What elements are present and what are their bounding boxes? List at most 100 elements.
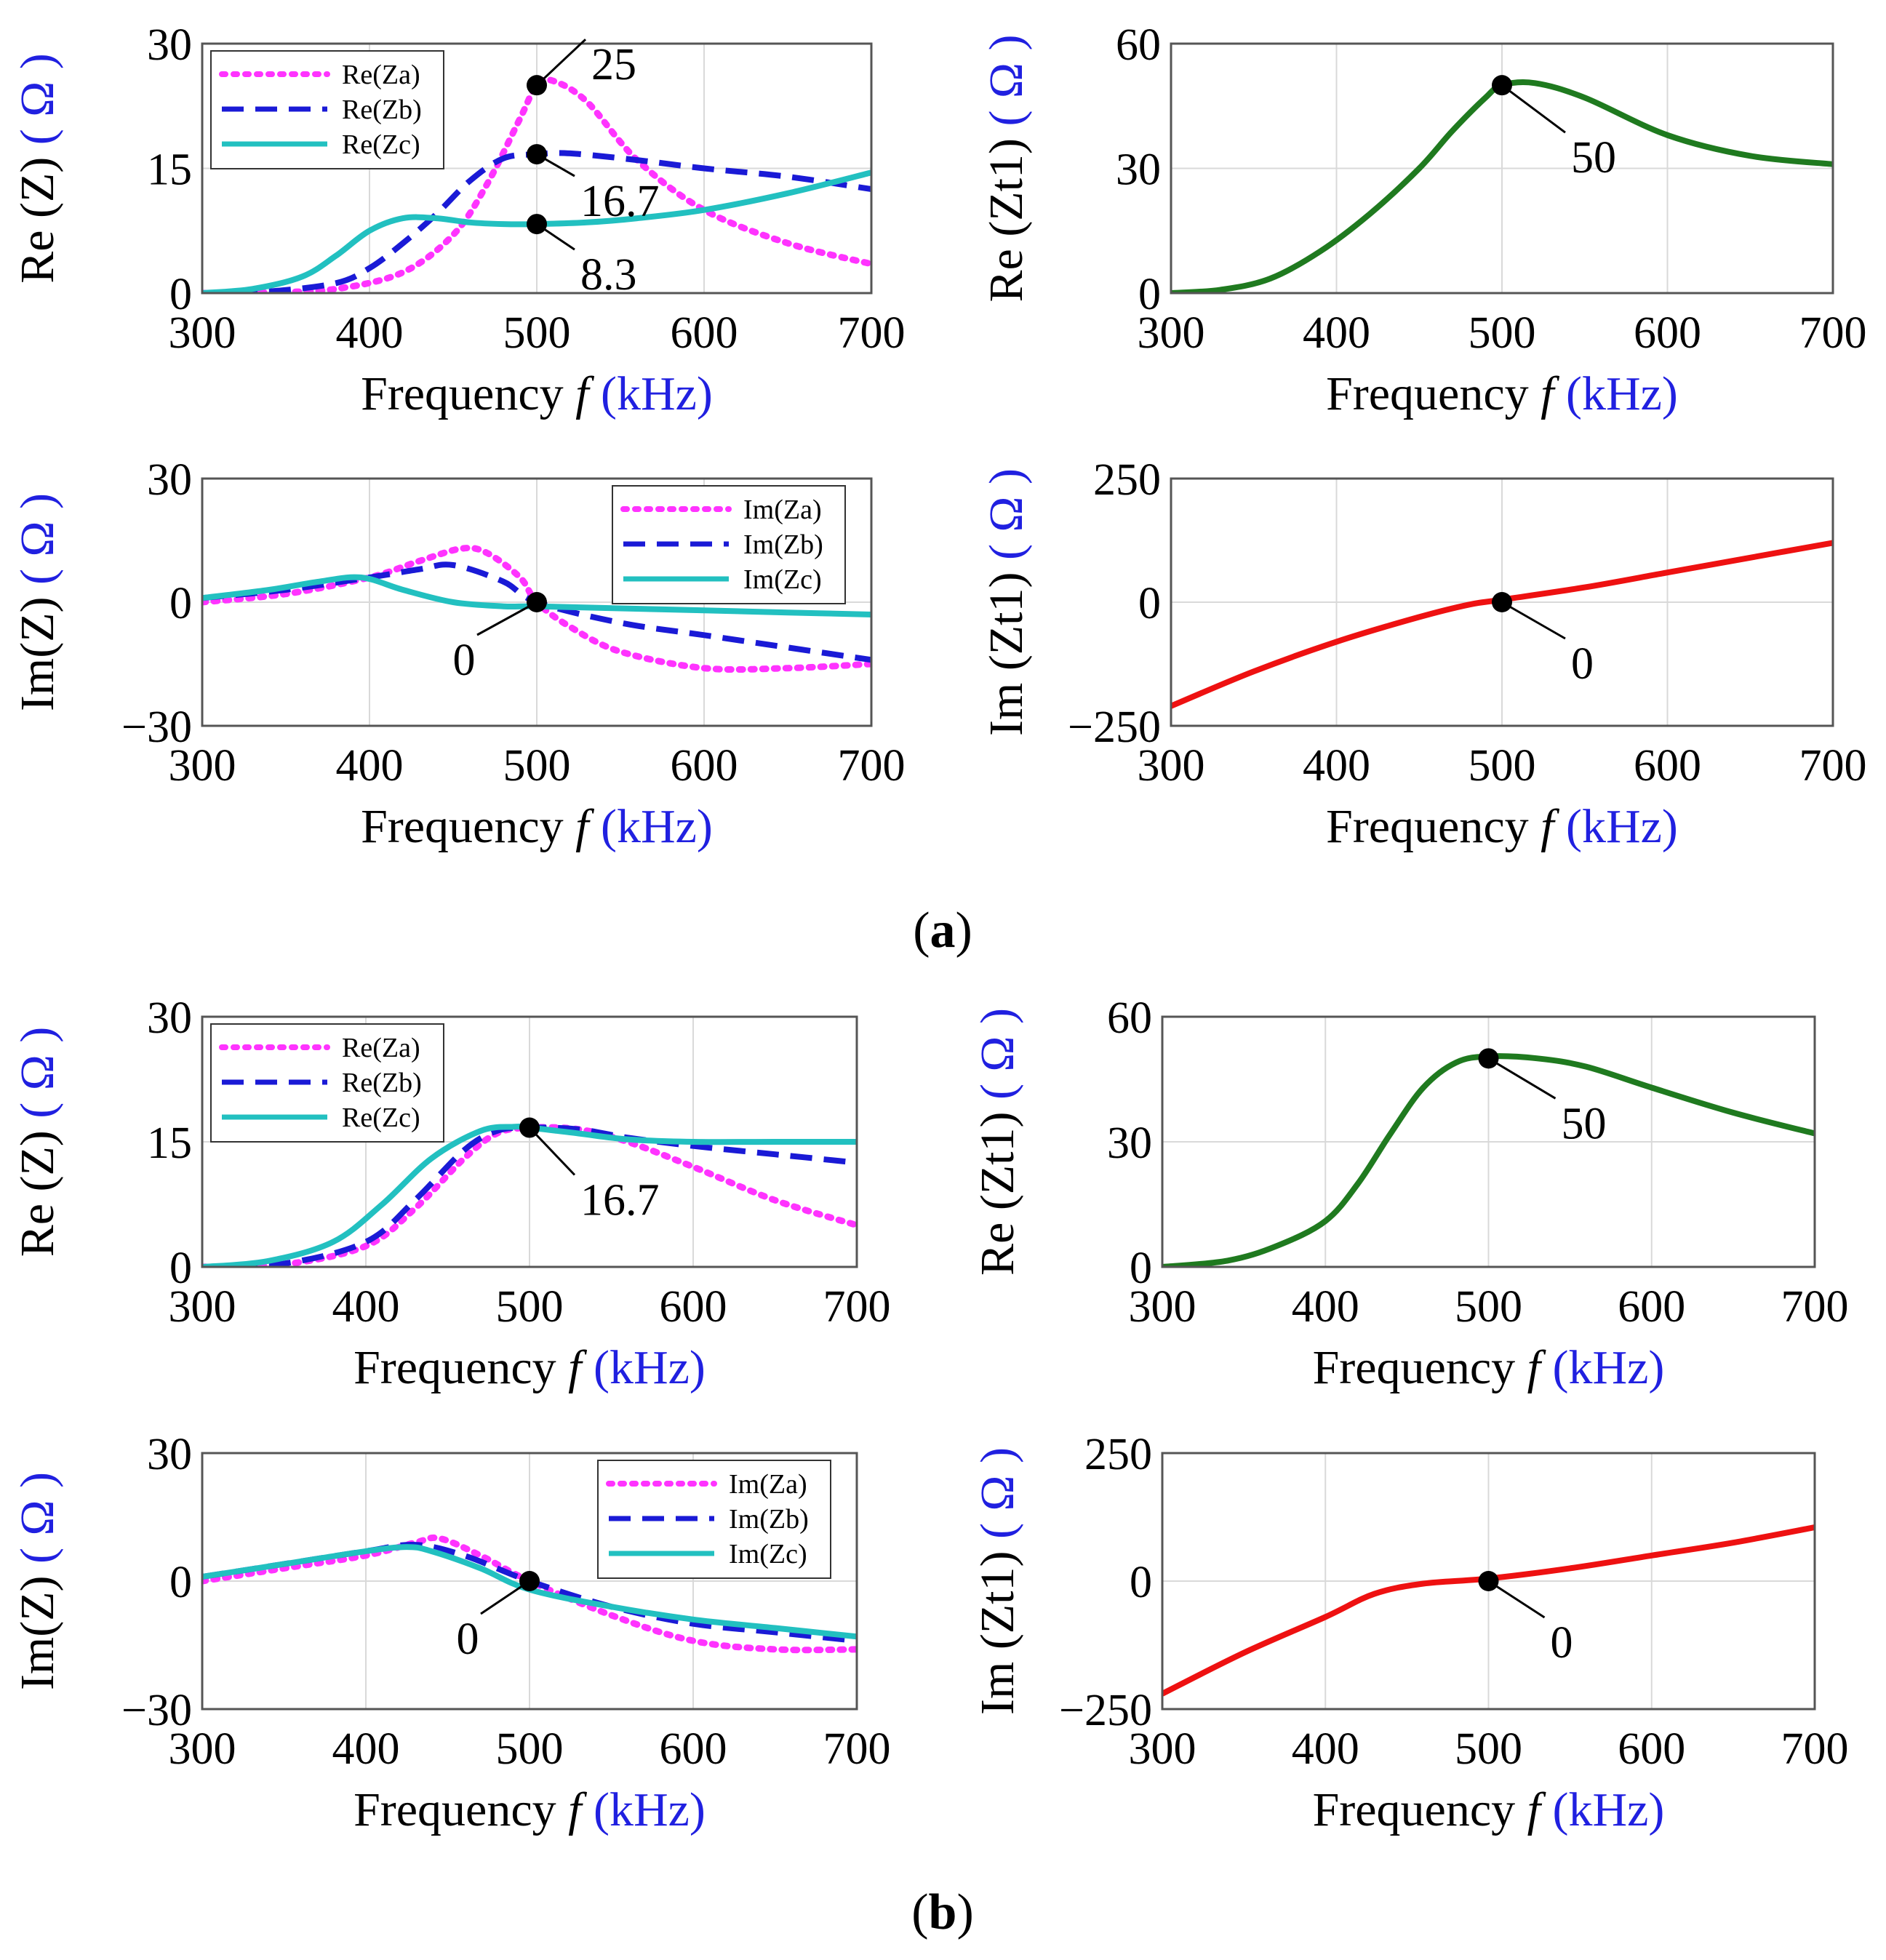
annotation-marker	[527, 144, 547, 165]
annotation-leader	[1487, 1580, 1546, 1619]
x-tick-label: 700	[1781, 1282, 1849, 1332]
chart-b-re-zt1: 300 400 500 600 700 0 30 60 Frequency f (kHz) Re …	[971, 993, 1849, 1394]
x-tick-label: 500	[503, 741, 571, 791]
annotation-leader	[1501, 601, 1566, 640]
annotation-label: 16.7	[580, 1176, 660, 1225]
y-tick-label: 60	[1116, 20, 1161, 70]
x-tick-label: 600	[660, 1724, 727, 1774]
annotation-label: 8.3	[580, 250, 637, 300]
series-line-imzc	[202, 1544, 857, 1640]
annotation-marker	[519, 1571, 540, 1591]
legend-label: Re(Zc)	[342, 1103, 420, 1133]
annotation-label: 0	[457, 1615, 479, 1664]
x-tick-label: 500	[496, 1282, 564, 1332]
x-tick-label: 500	[1455, 1724, 1522, 1774]
series-line-imzt1	[1171, 540, 1833, 709]
annotation-marker	[527, 592, 547, 612]
x-tick-label: 500	[1469, 308, 1536, 358]
chart-a-re-z: 300 400 500 600 700 0 15 30 Frequency f (kHz) Re …	[11, 20, 906, 420]
series-line-imza	[202, 1534, 857, 1654]
series-line-imzc	[202, 574, 871, 617]
x-tick-label: 300	[1138, 741, 1205, 791]
annotation-leader	[1487, 1057, 1557, 1100]
x-tick-label: 400	[332, 1724, 400, 1774]
x-tick-label: 700	[1781, 1724, 1849, 1774]
legend-label: Re(Za)	[342, 1033, 420, 1063]
plot-frame	[1170, 477, 1834, 727]
x-tick-label: 300	[1129, 1724, 1196, 1774]
x-tick-label: 300	[169, 741, 236, 791]
x-tick-label: 400	[1292, 1724, 1359, 1774]
y-axis-label: Re (Zt1) ( Ω )	[980, 35, 1033, 303]
y-axis-label: Im (Zt1) ( Ω )	[971, 1447, 1024, 1715]
x-tick-label: 600	[1634, 741, 1701, 791]
annotation-marker	[527, 75, 547, 96]
x-tick-label: 700	[823, 1724, 891, 1774]
plot-frame	[1170, 42, 1834, 295]
x-tick-label: 600	[1634, 308, 1701, 358]
legend-label: Im(Za)	[743, 495, 822, 525]
legend: Im(Za) Im(Zb) Im(Zc)	[612, 485, 846, 604]
y-tick-label: −30	[121, 703, 192, 752]
annotation-label: 16.7	[580, 177, 660, 226]
series-line-rezb	[202, 150, 871, 293]
y-tick-label: 0	[169, 1558, 192, 1607]
legend-label: Im(Zc)	[743, 564, 822, 595]
plot-frame	[201, 42, 873, 295]
x-tick-label: 600	[671, 741, 738, 791]
legend-label: Re(Zb)	[342, 95, 422, 125]
x-tick-label: 600	[1618, 1724, 1685, 1774]
chart-a-re-zt1: 300 400 500 600 700 0 30 60 Frequency f (kHz) Re …	[980, 20, 1867, 420]
annotation-marker	[1492, 75, 1512, 96]
x-tick-label: 500	[496, 1724, 564, 1774]
x-tick-label: 400	[1303, 741, 1370, 791]
y-axis-label: Im(Z) ( Ω )	[11, 493, 64, 711]
legend-label: Re(Zb)	[342, 1068, 422, 1098]
annotation-label: 0	[1571, 639, 1594, 689]
annotation-leader	[476, 601, 538, 636]
plot-frame	[1161, 1015, 1816, 1268]
y-tick-label: 30	[147, 455, 192, 505]
x-tick-label: 500	[1455, 1282, 1522, 1332]
series-line-rezt1	[1171, 79, 1833, 293]
x-tick-label: 700	[838, 308, 906, 358]
y-tick-label: 0	[1130, 1244, 1152, 1293]
y-tick-label: 0	[169, 1244, 192, 1293]
annotation-marker	[1478, 1571, 1499, 1591]
plot-frame	[201, 1452, 858, 1711]
x-tick-label: 300	[1129, 1282, 1196, 1332]
x-tick-label: 300	[169, 1724, 236, 1774]
x-axis-label: Frequency f (kHz)	[1326, 800, 1678, 853]
annotation-leader	[535, 39, 587, 87]
x-tick-label: 400	[1292, 1282, 1359, 1332]
y-axis-label: Im (Zt1) ( Ω )	[980, 468, 1033, 736]
x-tick-label: 700	[838, 741, 906, 791]
legend-label: Re(Za)	[342, 60, 420, 90]
annotation-marker	[1478, 1048, 1499, 1069]
x-axis-label: Frequency f (kHz)	[1326, 367, 1678, 420]
y-tick-label: 30	[147, 993, 192, 1043]
chart-a-im-zt1: 300 400 500 600 700 −250 0 250 Frequency f (kHz)…	[980, 455, 1867, 853]
annotation-leader	[528, 1127, 576, 1176]
series-line-rezt1	[1162, 1053, 1815, 1267]
annotation-marker	[527, 214, 547, 235]
legend: Im(Za) Im(Zb) Im(Zc)	[597, 1460, 831, 1579]
annotation-marker	[519, 1117, 540, 1138]
chart-a-im-z: 300 400 500 600 700 −30 0 30 Frequency f (kHz) Im…	[11, 455, 906, 853]
x-tick-label: 400	[332, 1282, 400, 1332]
legend-label: Im(Za)	[729, 1469, 807, 1500]
x-tick-label: 400	[336, 308, 404, 358]
annotation-label: 0	[1551, 1618, 1573, 1668]
x-tick-label: 300	[1138, 308, 1205, 358]
y-tick-label: 30	[147, 20, 192, 70]
legend-label: Im(Zc)	[729, 1539, 807, 1569]
y-tick-label: 30	[147, 1430, 192, 1479]
annotation-label: 50	[1571, 133, 1616, 183]
panel-label-a: (a)	[913, 903, 972, 959]
legend-label: Re(Zc)	[342, 129, 420, 160]
chart-b-im-z: 300 400 500 600 700 −30 0 30 Frequency f (kHz) Im…	[11, 1430, 891, 1836]
x-tick-label: 500	[1469, 741, 1536, 791]
legend: Re(Za) Re(Zb) Re(Zc)	[210, 1023, 444, 1143]
legend-label: Im(Zb)	[729, 1504, 809, 1535]
series-line-imzt1	[1162, 1524, 1815, 1697]
